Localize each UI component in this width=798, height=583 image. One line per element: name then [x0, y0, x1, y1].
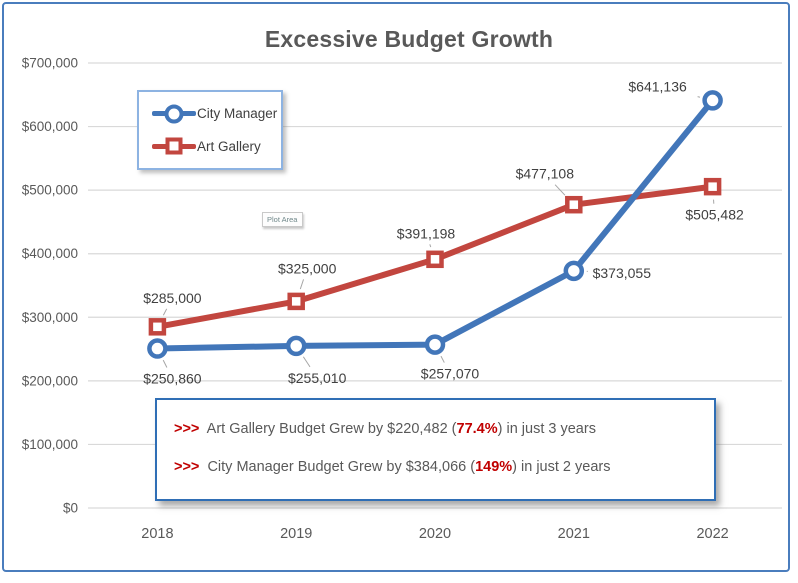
chart-outer-border [2, 2, 790, 572]
annotation-highlight: >>> [174, 421, 200, 437]
marker-art-gallery-2021[interactable] [565, 195, 583, 214]
label-leader-line [299, 279, 305, 290]
data-label-city-manager-2019: $255,010 [288, 370, 347, 386]
x-axis-tick-label: 2021 [558, 526, 590, 542]
data-label-city-manager-2021: $373,055 [593, 265, 652, 281]
marker-city-manager-2020[interactable] [424, 334, 446, 355]
data-label-city-manager-2022: $641,136 [628, 78, 687, 94]
y-axis-tick-label: $400,000 [22, 246, 78, 261]
marker-art-gallery-2022[interactable] [703, 177, 722, 196]
data-label-art-gallery-2022: $505,482 [685, 207, 744, 223]
city-manager-line-marker-icon [152, 103, 196, 124]
marker-city-manager-2018[interactable] [147, 338, 168, 359]
marker-city-manager-2022[interactable] [702, 90, 723, 111]
x-axis-tick-label: 2020 [419, 526, 451, 542]
data-label-art-gallery-2021: $477,108 [516, 166, 575, 182]
marker-art-gallery-2018[interactable] [148, 318, 167, 336]
x-axis-tick-label: 2018 [141, 526, 173, 542]
legend-item-city-manager[interactable]: City Manager [152, 103, 281, 124]
marker-art-gallery-2020[interactable] [426, 250, 444, 269]
annotation-line: >>> Art Gallery Budget Grew by $220,482 … [174, 421, 596, 437]
y-axis-tick-label: $300,000 [22, 310, 78, 325]
label-leader-line [697, 96, 701, 98]
marker-city-manager-2019[interactable] [285, 335, 307, 357]
data-label-city-manager-2018: $250,860 [143, 371, 202, 387]
label-leader-line [162, 359, 168, 368]
y-axis-tick-label: $200,000 [22, 373, 78, 388]
y-axis-tick-label: $0 [63, 501, 78, 516]
y-axis-tick-label: $500,000 [22, 183, 78, 198]
x-axis-tick-label: 2022 [696, 526, 728, 542]
annotation-box[interactable]: >>> Art Gallery Budget Grew by $220,482 … [155, 398, 716, 501]
chart-title: Excessive Budget Growth [264, 26, 554, 52]
annotation-highlight: 149% [475, 459, 513, 475]
square-marker-icon [165, 137, 183, 155]
marker-art-gallery-2019[interactable] [287, 292, 305, 311]
data-label-art-gallery-2019: $325,000 [278, 260, 337, 276]
annotation-text: ) in just 2 years [512, 459, 611, 475]
annotation-text: Art Gallery Budget Grew by $220,482 ( [199, 421, 457, 437]
y-axis-tick-label: $700,000 [22, 56, 78, 71]
y-axis-tick-label: $600,000 [22, 119, 78, 134]
legend-label: City Manager [197, 106, 278, 122]
plot-area-tooltip: Plot Area [262, 212, 304, 227]
legend-item-art-gallery[interactable]: Art Gallery [152, 136, 281, 157]
x-axis-tick-label: 2019 [280, 526, 312, 542]
annotation-highlight: >>> [174, 459, 200, 475]
legend: City Manager Art Gallery [137, 90, 283, 170]
data-label-art-gallery-2018: $285,000 [143, 290, 202, 306]
annotation-text: City Manager Budget Grew by $384,066 ( [199, 459, 476, 475]
label-leader-line [429, 244, 432, 248]
label-leader-line [302, 356, 311, 368]
annotation-line: >>> City Manager Budget Grew by $384,066… [174, 459, 610, 475]
art-gallery-line-marker-icon [152, 136, 196, 157]
data-label-city-manager-2020: $257,070 [421, 366, 480, 382]
circle-marker-icon [164, 104, 184, 124]
annotation-text: ) in just 3 years [497, 421, 596, 437]
marker-city-manager-2021[interactable] [563, 260, 585, 282]
label-leader-line [554, 184, 566, 196]
label-leader-line [162, 308, 168, 316]
label-leader-line [440, 355, 445, 363]
data-label-art-gallery-2020: $391,198 [397, 225, 456, 241]
legend-label: Art Gallery [197, 138, 261, 154]
annotation-highlight: 77.4% [456, 421, 498, 437]
y-axis-tick-label: $100,000 [22, 437, 78, 452]
